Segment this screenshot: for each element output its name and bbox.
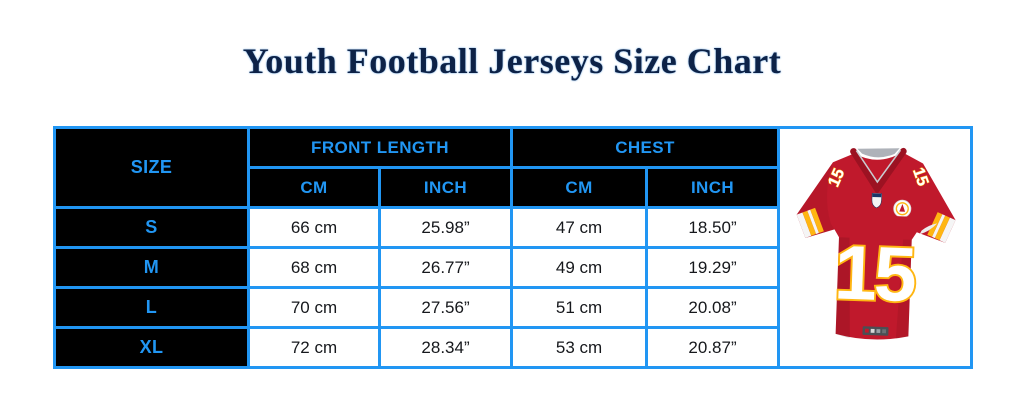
- table-row-xl: XL 72 cm 28.34” 53 cm 20.87”: [53, 326, 972, 369]
- jersey-photo-cell: 15 15: [777, 126, 974, 369]
- chest-cm-header: CM: [510, 166, 649, 209]
- cell-l-front-cm: 70 cm: [247, 286, 381, 329]
- nike-swoosh-icon: [919, 222, 938, 234]
- collar-band: [850, 147, 907, 195]
- jersey-number-shoulder-left: 15: [825, 165, 849, 189]
- header-row-units: CM INCH CM INCH: [55, 166, 972, 209]
- size-label-m: M: [53, 246, 250, 289]
- cell-xl-chest-cm: 53 cm: [510, 326, 649, 369]
- cell-s-chest-cm: 47 cm: [510, 206, 649, 249]
- cell-xl-front-cm: 72 cm: [247, 326, 381, 369]
- table-row-s: S 66 cm 25.98” 47 cm 18.50”: [53, 206, 972, 249]
- front-length-inch-header: INCH: [377, 166, 514, 209]
- page-title: Youth Football Jerseys Size Chart: [242, 41, 782, 81]
- size-label-l: L: [53, 286, 250, 329]
- sleeve-stripes-right: [927, 211, 956, 243]
- table-row-l: L 70 cm 27.56” 51 cm 20.08”: [53, 286, 972, 329]
- cell-l-front-inch: 27.56”: [377, 286, 514, 329]
- size-label-xl: XL: [53, 326, 250, 369]
- header-row-groups: SIZE FRONT LENGTH CHEST: [53, 126, 974, 369]
- front-length-cm-header: CM: [247, 166, 381, 209]
- cell-xl-front-inch: 28.34”: [377, 326, 514, 369]
- cell-s-front-inch: 25.98”: [377, 206, 514, 249]
- front-length-header: FRONT LENGTH: [246, 126, 514, 169]
- chest-header: CHEST: [510, 126, 781, 169]
- table-row-m: M 68 cm 26.77” 49 cm 19.29”: [53, 246, 972, 289]
- sleeve-stripes-left: [796, 207, 824, 238]
- size-label-s: S: [53, 206, 250, 249]
- cell-m-front-inch: 26.77”: [377, 246, 514, 289]
- collar-inner-back: [857, 147, 900, 157]
- nfl-shield-icon: [871, 192, 883, 208]
- collar-trim-line: [855, 149, 902, 183]
- cell-m-chest-cm: 49 cm: [510, 246, 649, 289]
- chest-inch-header: INCH: [645, 166, 781, 209]
- cell-l-chest-cm: 51 cm: [510, 286, 649, 329]
- cell-s-front-cm: 66 cm: [247, 206, 381, 249]
- jersey-number-chest: 15: [833, 230, 917, 318]
- team-patch-icon: [893, 199, 912, 220]
- shade-right: [895, 238, 912, 339]
- jocktag: [862, 325, 889, 336]
- shade-left: [835, 236, 850, 338]
- cell-l-chest-inch: 20.08”: [645, 286, 781, 329]
- jersey-image: 15 15: [796, 147, 956, 340]
- cell-m-chest-inch: 19.29”: [645, 246, 781, 289]
- size-column-header: SIZE: [53, 126, 250, 209]
- cell-s-chest-inch: 18.50”: [645, 206, 781, 249]
- cell-m-front-cm: 68 cm: [247, 246, 381, 289]
- cell-xl-chest-inch: 20.87”: [645, 326, 781, 369]
- jersey-body: [796, 151, 956, 340]
- size-chart-table: SIZE FRONT LENGTH CHEST: [53, 126, 974, 369]
